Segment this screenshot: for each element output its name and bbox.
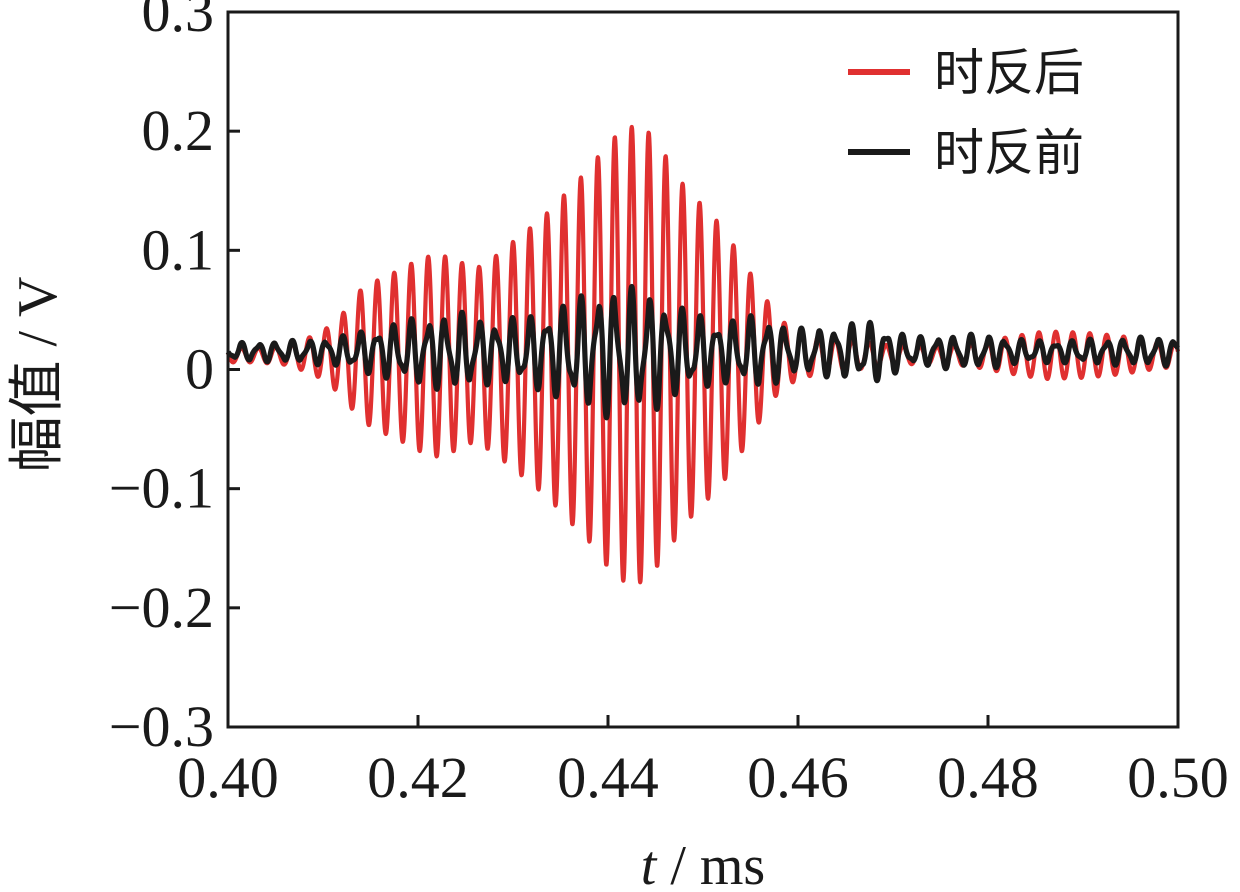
plot-frame (226, 10, 1180, 729)
y-tick-label: 0.2 (142, 98, 215, 163)
y-tick-label: −0.3 (109, 694, 214, 759)
series-group (225, 124, 1181, 585)
y-tick-label: 0.1 (142, 217, 215, 282)
x-tick-label: 0.46 (747, 745, 849, 810)
tick-labels: 0.40 0.42 0.44 0.46 0.48 0.50 −0.3 −0.2 −0.1 0 0.1… (109, 0, 1229, 810)
y-tick-label: 0 (185, 337, 214, 402)
y-axis-title: 幅值 / V (7, 277, 69, 473)
legend-label: 时反前 (934, 124, 1084, 182)
x-axis-title: t / ms (641, 835, 765, 892)
legend-label: 时反后 (934, 44, 1084, 102)
series-before-line (225, 283, 1181, 421)
x-tick-label: 0.50 (1127, 745, 1229, 810)
y-tick-label: −0.1 (109, 456, 214, 521)
y-tick-label: 0.3 (142, 0, 215, 44)
x-tick-label: 0.42 (367, 745, 469, 810)
x-tick-label: 0.40 (177, 745, 279, 810)
x-tick-label: 0.48 (937, 745, 1039, 810)
x-axis-unit: / ms (656, 835, 765, 892)
x-axis-var: t (641, 835, 658, 892)
y-tick-label: −0.2 (109, 575, 214, 640)
x-tick-label: 0.44 (557, 745, 659, 810)
